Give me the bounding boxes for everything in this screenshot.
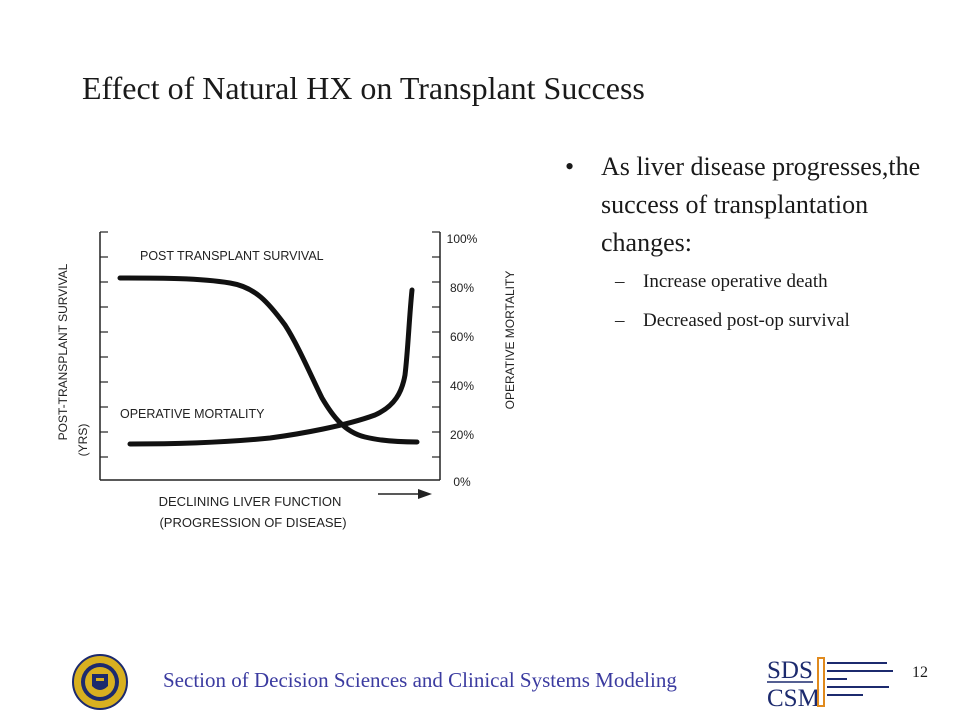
right-tick-label: 20% — [450, 428, 474, 442]
university-seal-icon — [72, 654, 128, 710]
svg-text:SDS: SDS — [767, 657, 813, 684]
left-axis-label: POST-TRANSPLANT SURVIVAL — [56, 263, 70, 440]
footer-department-name: Section of Decision Sciences and Clinica… — [163, 668, 677, 692]
dash-icon: – — [615, 310, 625, 331]
slide-title: Effect of Natural HX on Transplant Succe… — [82, 70, 645, 106]
right-tick-label: 60% — [450, 330, 474, 344]
sub-bullet-text: Decreased post-op survival — [643, 310, 850, 331]
survival-curve — [117, 275, 420, 445]
page-number: 12 — [912, 664, 928, 681]
right-tick-label: 40% — [450, 379, 474, 393]
bullet-list: • As liver disease progresses,the succes… — [565, 148, 945, 334]
right-axis-label: OPERATIVE MORTALITY — [503, 271, 517, 410]
bullet-main: • As liver disease progresses,the succes… — [565, 148, 945, 262]
mortality-curve — [127, 287, 415, 447]
bullet-main-text: As liver disease progresses,the success … — [601, 152, 921, 257]
sub-bullet: – Increase operative death — [565, 268, 945, 295]
sub-bullet: – Decreased post-op survival — [565, 307, 945, 334]
progression-arrow-head — [418, 489, 432, 499]
left-axis-ticks — [100, 231, 108, 458]
sub-bullet-text: Increase operative death — [643, 271, 828, 292]
right-axis-ticks — [432, 231, 440, 458]
right-tick-label: 80% — [450, 281, 474, 295]
mortality-curve-label: OPERATIVE MORTALITY — [120, 407, 265, 421]
bullet-dot-icon: • — [565, 152, 575, 181]
svg-text:CSM: CSM — [767, 685, 820, 710]
right-tick-label: 100% — [447, 232, 478, 246]
x-axis-label-sub: (PROGRESSION OF DISEASE) — [159, 515, 346, 530]
x-axis-label: DECLINING LIVER FUNCTION — [159, 494, 342, 509]
left-axis-label-unit: (YRS) — [76, 424, 90, 457]
right-tick-label: 0% — [453, 475, 471, 489]
sds-csm-logo: SDS CSM — [767, 657, 893, 710]
survival-curve-label: POST TRANSPLANT SURVIVAL — [140, 249, 324, 263]
dash-icon: – — [615, 271, 625, 292]
